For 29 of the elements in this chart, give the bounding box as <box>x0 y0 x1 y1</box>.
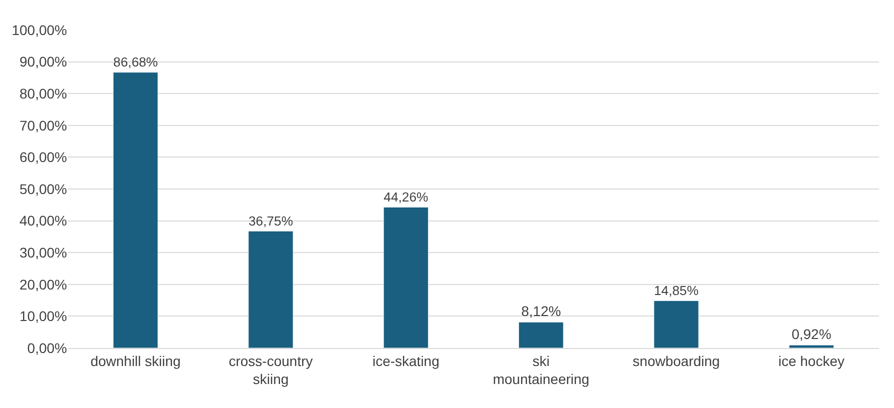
y-tick-label: 60,00% <box>20 149 67 166</box>
data-label: 0,92% <box>792 326 832 342</box>
y-tick-label: 80,00% <box>20 86 67 102</box>
x-tick-label: snowboarding <box>632 352 720 369</box>
data-label: 36,75% <box>248 213 294 228</box>
x-tick-label: ski mountaineering <box>492 352 590 387</box>
x-tick-label: cross-country skiing <box>228 352 313 387</box>
bar <box>654 300 699 348</box>
bar <box>788 344 834 348</box>
x-tick-label: ice hockey <box>778 352 844 369</box>
bar <box>518 322 564 348</box>
bar <box>113 72 158 348</box>
data-label: 14,85% <box>654 282 699 298</box>
x-tick-label: downhill skiing <box>90 352 181 369</box>
y-tick-label: 10,00% <box>20 308 67 324</box>
y-tick-label: 70,00% <box>20 117 67 134</box>
y-tick-label: 90,00% <box>20 54 67 70</box>
data-label: 8,12% <box>521 303 561 320</box>
data-label: 44,26% <box>384 189 429 204</box>
bar <box>248 230 294 348</box>
x-tick-label: ice-skating <box>372 352 440 369</box>
y-tick-label: 40,00% <box>20 212 67 229</box>
bar <box>383 207 428 348</box>
y-tick-label: 20,00% <box>20 276 67 292</box>
y-tick-label: 100,00% <box>12 22 67 38</box>
data-label: 86,68% <box>113 54 158 70</box>
y-tick-label: 0,00% <box>27 340 67 356</box>
y-tick-label: 50,00% <box>20 180 67 197</box>
y-tick-label: 30,00% <box>20 244 67 260</box>
